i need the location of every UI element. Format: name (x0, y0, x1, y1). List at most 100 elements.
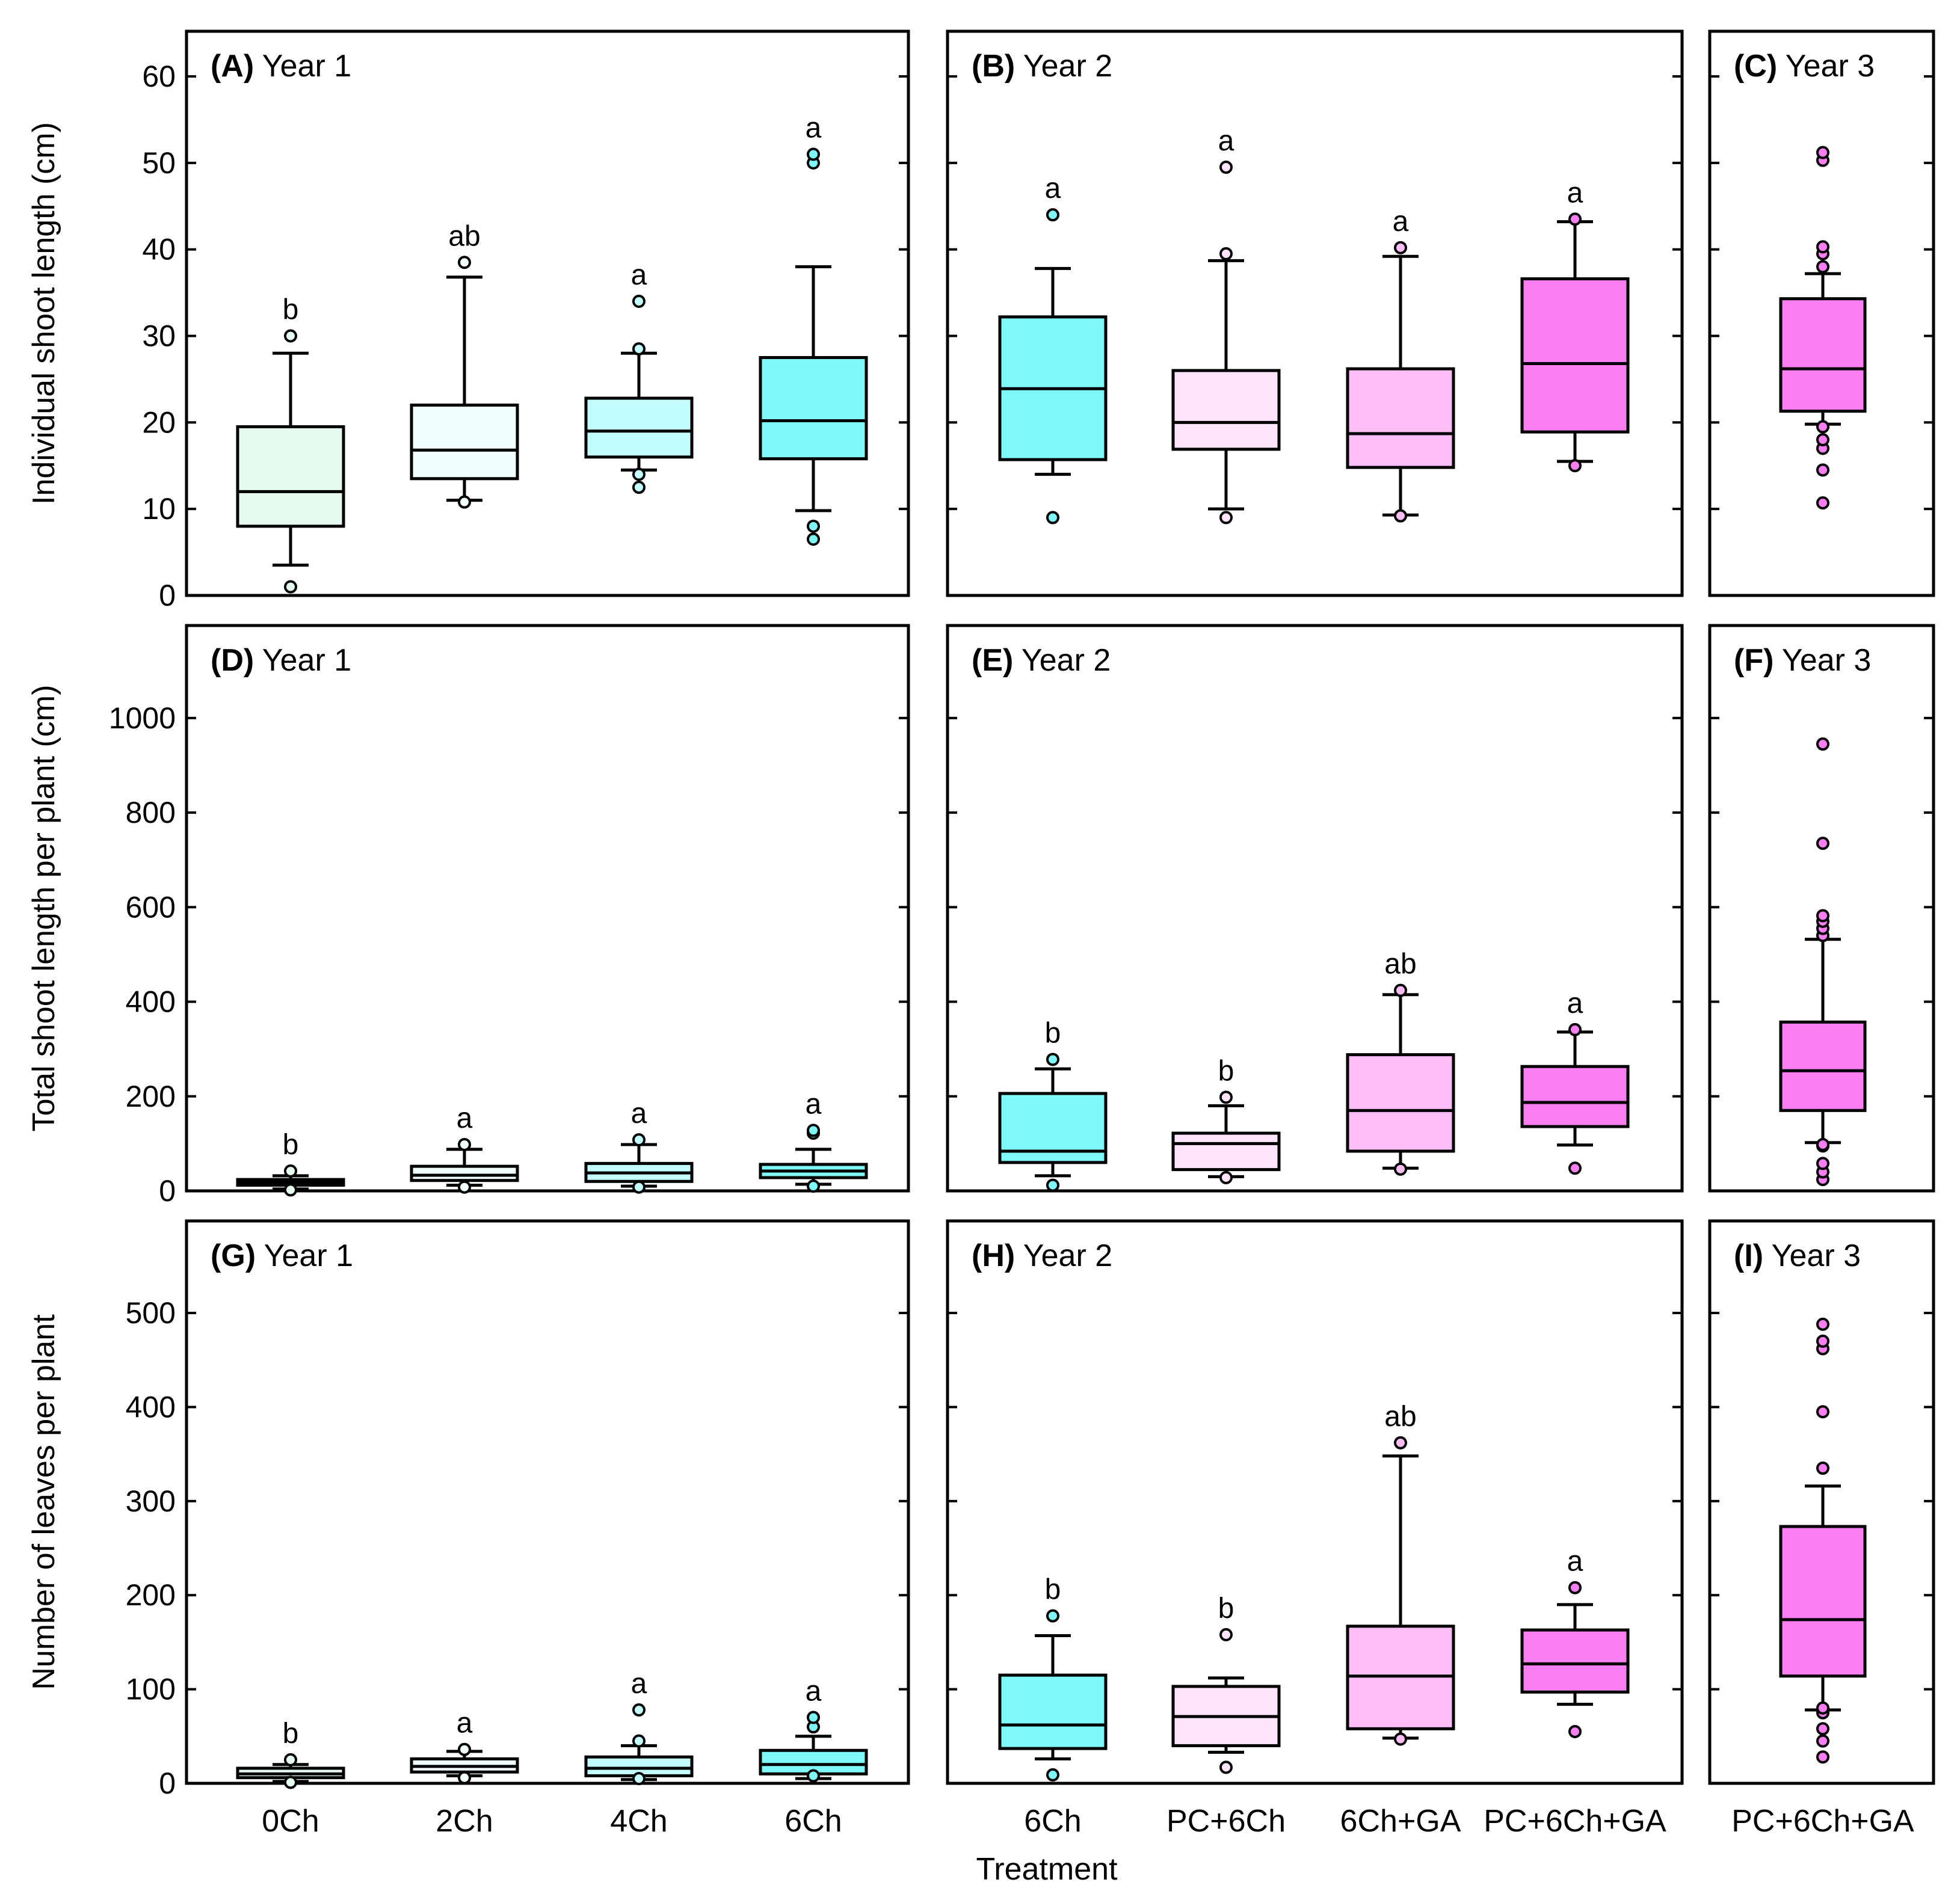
significance-letter: a (631, 1098, 647, 1130)
outlier-point (1816, 1734, 1829, 1748)
significance-letter: b (1045, 1017, 1061, 1049)
outlier-point (284, 329, 297, 343)
box-iqr (998, 1673, 1108, 1750)
outlier-point (632, 342, 646, 356)
box-iqr (1171, 369, 1281, 451)
panel-title: (A) Year 1 (211, 49, 351, 84)
panel-letter: (H) (972, 1238, 1015, 1273)
outlier-point (632, 1133, 646, 1147)
outlier-point (1219, 161, 1233, 174)
y-tick-label: 400 (126, 985, 176, 1019)
outlier-point (1816, 420, 1829, 434)
outlier-point (632, 1703, 646, 1717)
box-iqr (410, 404, 519, 481)
box-6ch-plus-ga: ab (1346, 948, 1455, 1176)
panel-letter: (G) (211, 1238, 256, 1273)
x-category-label: 0Ch (262, 1804, 319, 1839)
panel-frame (1708, 29, 1935, 597)
box-iqr (1779, 1020, 1867, 1112)
box-0ch: b (236, 294, 345, 594)
box-6ch-plus-ga: ab 6Ch+GA (1340, 1401, 1461, 1839)
outlier-point (1046, 1768, 1059, 1782)
outlier-point (632, 481, 646, 494)
panel-year: Year 1 (254, 49, 351, 84)
panel-frame (185, 29, 910, 597)
outlier-point (1219, 247, 1233, 260)
box-iqr (1171, 1131, 1281, 1172)
outlier-point (807, 532, 820, 546)
panel-letter: (F) (1734, 643, 1774, 678)
box-pc-plus-6ch-plus-ga (1779, 737, 1867, 1187)
box-pc-plus-6ch: a (1171, 125, 1281, 524)
significance-letter: ab (448, 220, 480, 252)
outlier-point (1816, 463, 1829, 477)
box-6ch: a (759, 1088, 868, 1193)
y-tick-label: 0 (159, 1766, 176, 1800)
box-iqr (1520, 1065, 1630, 1128)
panel-letter: (I) (1734, 1238, 1763, 1273)
panel-title: (F) Year 3 (1734, 643, 1871, 678)
panel-frame (946, 29, 1684, 597)
outlier-point (284, 1164, 297, 1178)
outlier-point (1046, 511, 1059, 524)
box-pc-plus-6ch-plus-ga (1779, 146, 1867, 510)
panel-year: Year 3 (1777, 49, 1875, 84)
y-tick-label: 60 (142, 60, 176, 93)
outlier-point (284, 1753, 297, 1766)
panel-year: Year 3 (1774, 643, 1871, 678)
outlier-point (1816, 737, 1829, 751)
outlier-point (458, 256, 471, 269)
panel-title: (B) Year 2 (972, 49, 1112, 84)
outlier-point (632, 294, 646, 308)
significance-letter: a (631, 259, 647, 291)
panel-title: (H) Year 2 (972, 1238, 1112, 1273)
panel-year: Year 2 (1013, 643, 1111, 678)
outlier-point (1816, 496, 1829, 510)
outlier-point (807, 1124, 820, 1137)
outlier-point (1394, 983, 1407, 997)
x-axis-label: Treatment (976, 1852, 1118, 1887)
box-iqr (1520, 1628, 1630, 1694)
y-tick-label: 0 (159, 1174, 176, 1208)
box-iqr (1346, 1053, 1455, 1153)
box-iqr (410, 1164, 519, 1182)
outlier-point (1816, 1750, 1829, 1764)
y-tick-label: 1000 (109, 701, 176, 735)
significance-letter: ab (1384, 1401, 1416, 1433)
y-tick-label: 0 (159, 579, 176, 612)
outlier-point (632, 1734, 646, 1748)
outlier-point (1219, 1760, 1233, 1774)
outlier-point (1219, 1090, 1233, 1104)
significance-letter: a (631, 1668, 647, 1700)
outlier-point (1046, 1178, 1059, 1192)
y-axis-label: Total shoot length per plant (cm) (26, 685, 61, 1132)
panel-year: Year 1 (256, 1238, 353, 1273)
y-tick-label: 400 (126, 1390, 176, 1424)
significance-letter: a (806, 112, 822, 144)
outlier-point (1046, 208, 1059, 222)
panel-frame (185, 1219, 910, 1785)
panel-i: (I) Year 3 PC+6Ch+GA (1708, 1219, 1935, 1839)
y-tick-label: 500 (126, 1296, 176, 1330)
outlier-point (1816, 146, 1829, 159)
outlier-point (1394, 1162, 1407, 1176)
panel-letter: (D) (211, 643, 254, 678)
outlier-point (1816, 1405, 1829, 1419)
panel-title: (D) Year 1 (211, 643, 351, 678)
box-0ch: b (236, 1129, 345, 1197)
outlier-point (1568, 212, 1582, 226)
outlier-point (807, 1179, 820, 1193)
box-6ch-plus-ga: a (1346, 206, 1455, 523)
y-axis-label: Number of leaves per plant (26, 1314, 61, 1690)
box-iqr (1346, 367, 1455, 469)
box-2ch: a 2Ch (410, 1708, 519, 1839)
panel-frame (185, 624, 910, 1193)
box-4ch: a 4Ch (584, 1668, 694, 1839)
significance-letter: a (806, 1088, 822, 1120)
significance-letter: a (457, 1708, 473, 1739)
y-tick-label: 30 (142, 319, 176, 353)
panel-letter: (B) (972, 49, 1015, 84)
outlier-point (1568, 1022, 1582, 1036)
box-4ch: a (584, 259, 694, 494)
panel-f: (F) Year 3 (1708, 624, 1935, 1193)
